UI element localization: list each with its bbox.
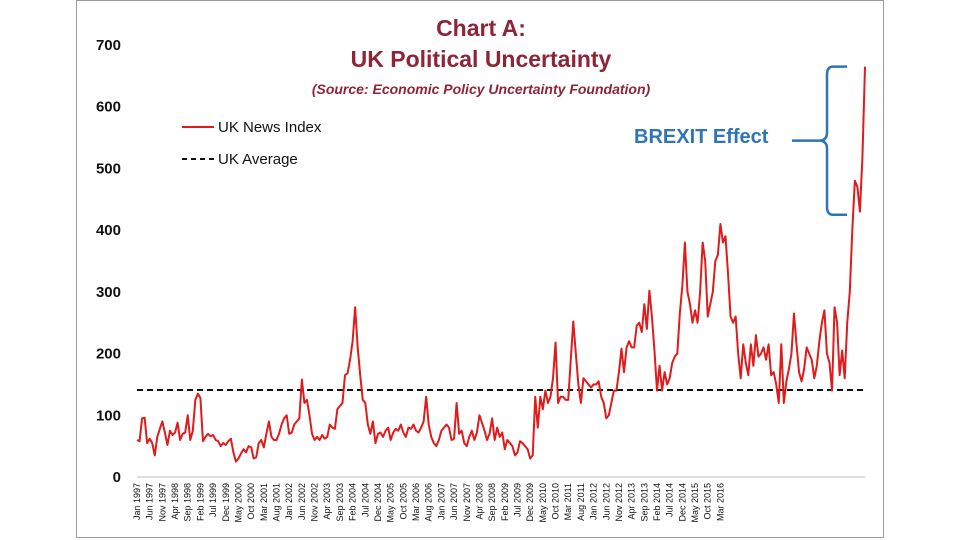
- x-tick-label: Mar 2011: [563, 483, 573, 520]
- y-tick-label: 100: [96, 407, 121, 424]
- x-tick-label: May 2015: [690, 483, 700, 523]
- x-tick-label: Nov 1997: [157, 483, 167, 522]
- brexit-label: BREXIT Effect: [634, 126, 769, 148]
- x-tick-label: Oct 2015: [703, 483, 713, 520]
- x-tick-label: Jul 1999: [208, 483, 218, 517]
- legend: UK News Index UK Average: [182, 119, 322, 168]
- y-tick-label: 500: [96, 160, 121, 177]
- x-tick-label: Jun 2012: [601, 483, 611, 520]
- x-tick-label: Mar 2016: [715, 483, 725, 521]
- x-tick-label: Oct 2000: [246, 483, 256, 520]
- x-tick-label: Feb 2014: [652, 483, 662, 521]
- y-tick-label: 0: [113, 469, 121, 486]
- x-tick-label: Jan 1997: [132, 483, 142, 520]
- legend-label-uk-average: UK Average: [218, 151, 298, 168]
- x-tick-label: Jul 2004: [360, 483, 370, 517]
- chart-source: (Source: Economic Policy Uncertainty Fou…: [312, 81, 651, 97]
- x-tick-label: Jan 2002: [284, 483, 294, 520]
- x-tick-label: Nov 2007: [462, 483, 472, 522]
- x-tick-label: May 2005: [386, 483, 396, 523]
- x-tick-label: Aug 2011: [576, 483, 586, 521]
- x-tick-label: Sep 2013: [639, 483, 649, 522]
- x-tick-label: Feb 2004: [348, 483, 358, 521]
- x-tick-label: Mar 2001: [259, 483, 269, 521]
- x-tick-label: Sep 2003: [335, 483, 345, 522]
- x-tick-label: Dec 2004: [373, 483, 383, 522]
- x-tick-label: May 2010: [538, 483, 548, 523]
- brexit-bracket: [792, 65, 847, 216]
- x-tick-label: Jul 2009: [512, 483, 522, 517]
- x-tick-label: Feb 1999: [195, 483, 205, 521]
- x-tick-label: Dec 1999: [221, 483, 231, 522]
- y-tick-label: 400: [96, 222, 121, 239]
- x-tick-label: Aug 2001: [272, 483, 282, 522]
- x-tick-label: Jan 2007: [436, 483, 446, 520]
- x-tick-label: Aug 2006: [424, 483, 434, 522]
- x-tick-label: Feb 2009: [500, 483, 510, 521]
- brexit-annotation: BREXIT Effect: [634, 65, 847, 216]
- x-tick-label: Nov 2012: [614, 483, 624, 522]
- x-tick-label: Jun 1997: [145, 483, 155, 520]
- y-tick-label: 600: [96, 99, 121, 116]
- chart-subtitle: UK Political Uncertainty: [351, 46, 612, 72]
- y-axis: 0 100 200 300 400 500 600 700: [96, 37, 121, 486]
- x-tick-label: Sep 1998: [183, 483, 193, 522]
- y-tick-label: 700: [96, 37, 121, 54]
- legend-label-uk-news-index: UK News Index: [218, 119, 322, 136]
- chart-title: Chart A:: [436, 15, 526, 41]
- x-tick-label: Sep 2008: [487, 483, 497, 522]
- y-tick-label: 200: [96, 346, 121, 363]
- x-tick-label: Dec 2009: [525, 483, 535, 522]
- x-tick-label: Jan 2012: [589, 483, 599, 520]
- chart-frame: Chart A: UK Political Uncertainty (Sourc…: [76, 0, 884, 538]
- x-tick-label: Jun 2002: [297, 483, 307, 520]
- x-tick-label: Apr 1998: [170, 483, 180, 520]
- x-tick-label: Mar 2006: [411, 483, 421, 521]
- x-tick-label: Oct 2010: [551, 483, 561, 520]
- x-axis: Jan 1997 Jun 1997 Nov 1997 Apr 1998 Sep 1998…: [132, 476, 865, 523]
- x-tick-label: May 2000: [233, 483, 243, 523]
- x-tick-label: Oct 2005: [398, 483, 408, 520]
- x-tick-label: Nov 2002: [310, 483, 320, 522]
- plot-lines: [136, 66, 866, 463]
- series-uk-news-index-line: [136, 66, 866, 463]
- x-tick-label: Jun 2007: [449, 483, 459, 520]
- x-tick-label: Dec 2014: [677, 483, 687, 522]
- y-tick-label: 300: [96, 284, 121, 301]
- x-tick-label: Jul 2014: [665, 483, 675, 517]
- chart-svg: Chart A: UK Political Uncertainty (Sourc…: [96, 15, 866, 523]
- x-tick-label: Apr 2013: [627, 483, 637, 520]
- x-tick-label: Apr 2008: [474, 483, 484, 520]
- x-tick-label: Apr 2003: [322, 483, 332, 520]
